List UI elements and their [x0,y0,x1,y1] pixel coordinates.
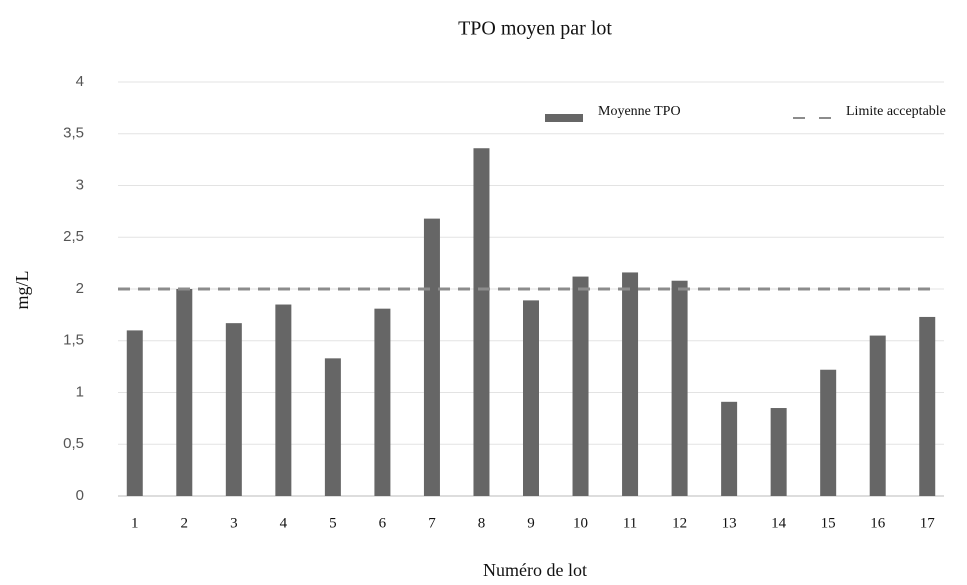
bar [770,408,787,496]
x-tick-label: 11 [623,515,637,531]
bar [919,316,936,496]
bar [622,272,639,496]
bar [721,401,738,496]
x-tick-label: 2 [181,515,189,531]
x-tick-label: 10 [573,515,588,531]
bar [869,335,886,496]
bar [374,308,391,496]
y-tick-label: 0,5 [63,435,84,452]
x-tick-label: 15 [821,515,836,531]
y-axis-title: mg/L [12,271,32,310]
bar [423,218,440,496]
y-tick-label: 1 [76,383,84,400]
x-tick-label: 4 [280,515,288,531]
y-tick-label: 4 [76,73,84,90]
x-tick-label: 16 [870,515,886,531]
y-tick-label: 3,5 [63,125,84,142]
x-tick-label: 7 [428,515,436,531]
bar [324,358,341,496]
y-tick-label: 0 [76,487,84,504]
x-axis-title: Numéro de lot [483,560,587,580]
y-tick-label: 3 [76,176,84,193]
bar [126,330,143,496]
bar [820,369,837,496]
legend-label: Limite acceptable [846,104,946,119]
x-tick-label: 9 [527,515,535,531]
x-tick-label: 14 [771,515,787,531]
bar [225,323,242,496]
x-tick-label: 6 [379,515,387,531]
x-tick-label: 8 [478,515,486,531]
chart-title: TPO moyen par lot [458,18,612,40]
x-tick-label: 5 [329,515,337,531]
bar [671,280,688,496]
y-tick-label: 1,5 [63,332,84,349]
x-tick-label: 12 [672,515,687,531]
legend-swatch [545,114,583,122]
legend-label: Moyenne TPO [598,104,681,119]
bar [572,276,589,496]
bar [176,289,193,496]
bar [275,304,292,496]
x-tick-label: 1 [131,515,139,531]
bar [473,148,490,497]
y-tick-label: 2 [76,280,84,297]
x-tick-label: 13 [722,515,737,531]
y-tick-label: 2,5 [63,228,84,245]
x-tick-label: 3 [230,515,238,531]
bar [523,300,539,496]
x-tick-label: 17 [920,515,936,531]
